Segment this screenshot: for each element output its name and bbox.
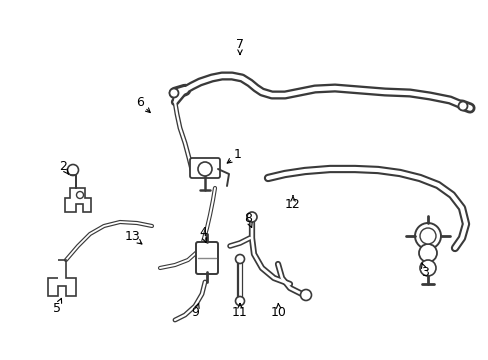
Circle shape [67, 165, 79, 175]
Text: 12: 12 [285, 198, 300, 211]
Text: 13: 13 [125, 230, 141, 243]
FancyBboxPatch shape [190, 158, 220, 178]
Text: 10: 10 [270, 306, 286, 320]
FancyBboxPatch shape [196, 242, 218, 274]
Circle shape [419, 260, 435, 276]
Circle shape [169, 89, 178, 98]
Circle shape [76, 192, 83, 198]
Circle shape [235, 255, 244, 264]
Text: 6: 6 [136, 96, 143, 109]
Circle shape [419, 228, 435, 244]
Circle shape [458, 102, 467, 111]
Circle shape [246, 212, 257, 222]
Circle shape [235, 297, 244, 306]
Text: 3: 3 [420, 266, 428, 279]
Circle shape [198, 162, 212, 176]
Text: 8: 8 [244, 211, 251, 225]
Circle shape [300, 289, 311, 301]
Circle shape [418, 244, 436, 262]
Circle shape [414, 223, 440, 249]
Text: 4: 4 [199, 226, 206, 239]
Text: 7: 7 [236, 39, 244, 51]
Text: 9: 9 [191, 306, 199, 320]
Text: 11: 11 [232, 306, 247, 320]
Text: 2: 2 [59, 161, 67, 174]
Text: 1: 1 [234, 148, 242, 162]
Text: 5: 5 [53, 302, 61, 315]
